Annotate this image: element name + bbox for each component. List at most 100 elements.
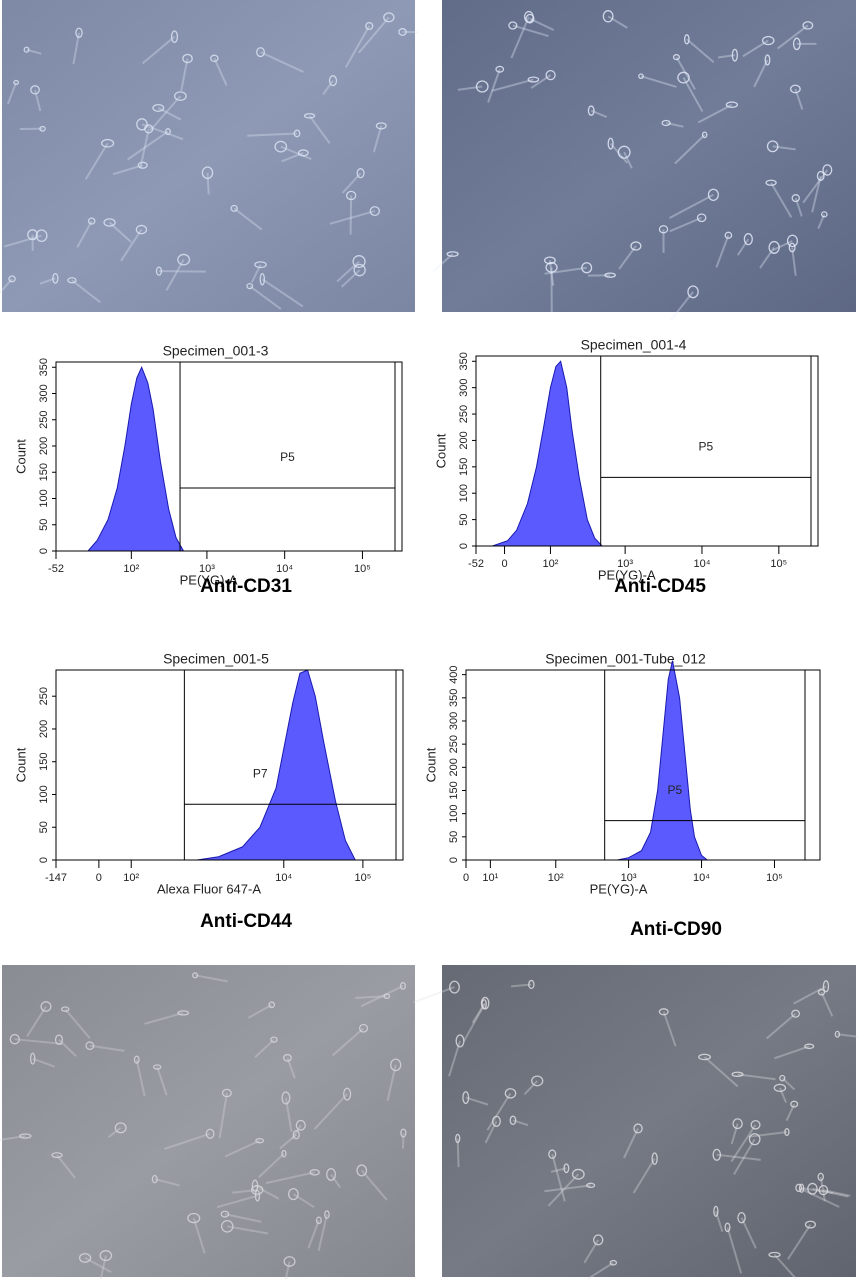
cell bbox=[51, 1152, 63, 1159]
y-tick-label: 200 bbox=[448, 758, 460, 776]
cell bbox=[817, 1172, 824, 1182]
cell-body bbox=[583, 1239, 600, 1264]
cell bbox=[288, 1187, 299, 1201]
x-tick-label: 10⁴ bbox=[693, 558, 710, 570]
cell bbox=[220, 1219, 234, 1233]
cell bbox=[177, 253, 191, 266]
cell-body bbox=[669, 216, 703, 233]
cell bbox=[475, 80, 489, 93]
cell bbox=[523, 10, 534, 23]
cell bbox=[151, 1174, 158, 1184]
y-tick-label: 0 bbox=[458, 543, 470, 549]
cell bbox=[748, 1133, 761, 1146]
cell-body bbox=[26, 1006, 47, 1037]
cell-body bbox=[523, 1080, 538, 1096]
cell bbox=[144, 124, 154, 134]
cell-body bbox=[669, 291, 694, 321]
cell bbox=[383, 993, 391, 1000]
cell-body bbox=[247, 1003, 273, 1019]
histogram-panel: Specimen_001-Tube_012 Count PE(YG)-A Anti-C… bbox=[423, 651, 821, 940]
cell bbox=[768, 240, 780, 254]
cell bbox=[750, 1119, 761, 1130]
cell bbox=[221, 1088, 232, 1098]
cell-body bbox=[26, 48, 42, 55]
cell-body bbox=[329, 210, 376, 225]
cell-body bbox=[551, 1153, 566, 1202]
cell-body bbox=[257, 1152, 285, 1179]
cell-body bbox=[674, 134, 706, 165]
cell bbox=[255, 1137, 265, 1144]
cell bbox=[822, 980, 830, 993]
cell bbox=[358, 1023, 369, 1033]
cell-body bbox=[623, 1128, 639, 1159]
cell bbox=[133, 1055, 140, 1064]
cell-body bbox=[487, 68, 501, 103]
cell-body bbox=[330, 1173, 342, 1189]
y-tick-label: 300 bbox=[38, 384, 50, 402]
cell bbox=[390, 1058, 402, 1072]
cell-body bbox=[791, 247, 797, 276]
cell bbox=[789, 84, 801, 94]
cell bbox=[724, 1222, 731, 1233]
cell bbox=[87, 217, 96, 225]
x-tick-label: 10⁵ bbox=[354, 563, 371, 575]
chart-title: Specimen_001-Tube_012 bbox=[545, 651, 706, 667]
cell bbox=[834, 1030, 841, 1038]
cell-body bbox=[141, 35, 176, 65]
cell bbox=[543, 256, 556, 265]
y-tick-label: 100 bbox=[458, 484, 470, 502]
caption: Anti-CD45 bbox=[614, 576, 706, 597]
cell-body bbox=[0, 278, 13, 295]
cell bbox=[737, 1211, 746, 1224]
cell bbox=[495, 65, 505, 73]
cell-body bbox=[550, 1167, 567, 1173]
cell bbox=[369, 206, 381, 217]
cell bbox=[766, 140, 779, 153]
cell bbox=[804, 1220, 817, 1229]
cell bbox=[399, 982, 407, 990]
y-tick-label: 350 bbox=[38, 358, 50, 376]
cell bbox=[788, 242, 796, 253]
cell bbox=[807, 1182, 818, 1195]
cell bbox=[462, 1091, 470, 1105]
cell-body bbox=[697, 103, 733, 124]
cell bbox=[283, 1053, 292, 1062]
cell bbox=[545, 262, 558, 273]
cell-body bbox=[669, 193, 714, 219]
cell-body bbox=[107, 1127, 122, 1138]
y-tick-label: 250 bbox=[38, 687, 50, 705]
cell-body bbox=[156, 1066, 168, 1096]
cell-body bbox=[785, 1103, 796, 1122]
micrograph bbox=[2, 0, 415, 312]
x-tick-label: -52 bbox=[48, 563, 64, 575]
cell bbox=[155, 266, 163, 276]
cell-body bbox=[254, 1038, 275, 1059]
cell bbox=[545, 69, 556, 81]
x-tick-label: 10² bbox=[123, 872, 139, 884]
histogram-panel: Specimen_001-5 Count Alexa Fluor 647-A Anti… bbox=[13, 651, 404, 932]
cell-body bbox=[819, 1176, 826, 1202]
cell-body bbox=[386, 1064, 397, 1101]
cell-body bbox=[254, 1184, 280, 1200]
plot-frame bbox=[475, 355, 819, 547]
histogram-area bbox=[86, 365, 185, 552]
cell-body bbox=[317, 1214, 328, 1252]
cell-body bbox=[206, 172, 210, 195]
cell bbox=[210, 54, 219, 63]
y-tick-label: 50 bbox=[458, 513, 470, 525]
cell bbox=[29, 1052, 36, 1065]
gate-label: P7 bbox=[253, 766, 268, 780]
cell bbox=[617, 145, 631, 159]
cell bbox=[292, 1129, 300, 1140]
cell-body bbox=[484, 1120, 498, 1144]
cell bbox=[328, 75, 338, 87]
cell bbox=[343, 1087, 352, 1101]
cell bbox=[251, 1179, 259, 1192]
y-tick-label: 150 bbox=[448, 781, 460, 799]
cell bbox=[651, 1152, 658, 1165]
cell bbox=[732, 1118, 743, 1130]
cell bbox=[817, 988, 826, 996]
cell bbox=[326, 1168, 337, 1181]
cell bbox=[297, 149, 309, 157]
cell bbox=[581, 262, 593, 274]
